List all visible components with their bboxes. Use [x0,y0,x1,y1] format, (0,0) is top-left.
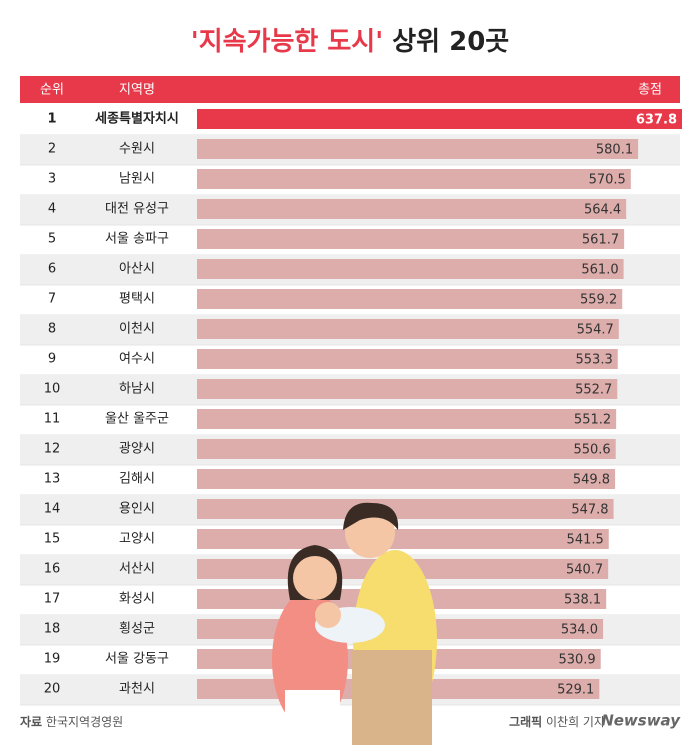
region: 아산시 [119,262,155,277]
value-label: 541.5 [567,533,604,548]
region: 울산 울주군 [105,412,169,427]
region: 수원시 [119,142,155,157]
rank: 6 [48,262,56,277]
value-label: 534.0 [561,623,598,638]
rank: 11 [44,412,61,427]
source-text: 한국지역경영원 [46,715,123,729]
bar [197,439,616,459]
rank: 17 [44,592,61,607]
source: 자료 한국지역경영원 [20,714,123,729]
region: 서울 송파구 [105,232,169,247]
value-label: 561.0 [581,263,618,278]
baby-head [315,602,341,628]
value-label: 554.7 [577,323,614,338]
region: 세종특별자치시 [95,111,179,127]
header-region: 지역명 [119,83,155,98]
value-label: 551.2 [574,413,611,428]
rank: 14 [44,502,61,517]
bar [197,139,639,159]
value-label: 549.8 [573,473,610,488]
value-label: 552.7 [575,383,612,398]
rank: 1 [47,112,56,127]
region: 서산시 [119,562,155,577]
header-bar [20,76,680,103]
figure-head [293,556,337,600]
value-label: 564.4 [584,203,621,218]
illustration [272,502,437,745]
rank: 20 [44,682,61,697]
rank: 4 [48,202,56,217]
bar [197,259,624,279]
bar [197,469,616,489]
bar [197,379,618,399]
rank: 15 [44,532,61,547]
credit: 그래픽 이찬희 기자 [509,714,605,729]
bar [197,289,623,309]
bar [197,229,625,249]
region: 대전 유성구 [105,202,169,217]
value-label: 637.8 [636,113,677,128]
region: 광양시 [119,442,155,457]
rank: 8 [48,322,56,337]
credit-label: 그래픽 [509,714,542,729]
rank: 7 [48,292,56,307]
rank: 16 [44,562,61,577]
bar [197,109,682,129]
region: 남원시 [119,172,155,187]
value-label: 561.7 [582,233,619,248]
value-label: 530.9 [558,653,595,668]
title-rest: 상위 20곳 [392,27,509,57]
value-label: 553.3 [576,353,613,368]
region: 고양시 [119,532,155,547]
region: 하남시 [119,382,155,397]
brand: Newsway [601,712,681,730]
source-label: 자료 [20,714,42,729]
value-label: 580.1 [596,143,633,158]
bar [197,529,609,549]
value-label: 547.8 [571,503,608,518]
bar [197,409,617,429]
title-highlight: '지속가능한 도시' [191,27,383,57]
rank: 5 [48,232,56,247]
value-label: 529.1 [557,683,594,698]
bar [197,169,631,189]
value-label: 538.1 [564,593,601,608]
bar [197,499,614,519]
figure-skirt [285,690,340,745]
value-label: 540.7 [566,563,603,578]
region: 서울 강동구 [105,652,169,667]
rank: 10 [44,382,61,397]
bar [197,199,627,219]
region: 평택시 [119,292,155,307]
rank: 2 [48,142,56,157]
value-label: 550.6 [573,443,610,458]
rank: 13 [44,472,61,487]
value-label: 570.5 [589,173,626,188]
region: 과천시 [119,682,155,697]
figure-hair [343,502,399,530]
header-score: 총점 [638,83,662,98]
chart-title: '지속가능한 도시' 상위 20곳 [191,27,509,57]
rank: 3 [48,172,56,187]
rank: 18 [44,622,61,637]
credit-text: 이찬희 기자 [546,714,605,729]
region: 용인시 [119,502,155,517]
figure-legs [352,650,432,745]
rank: 9 [48,352,56,367]
rank: 19 [44,652,61,667]
region: 이천시 [119,322,155,337]
value-label: 559.2 [580,293,617,308]
header-rank: 순위 [40,83,64,98]
bar [197,319,619,339]
rank: 12 [44,442,61,457]
region: 여수시 [119,352,155,367]
region: 횡성군 [119,622,155,637]
bar [197,349,618,369]
region: 김해시 [119,472,155,487]
region: 화성시 [119,592,155,607]
